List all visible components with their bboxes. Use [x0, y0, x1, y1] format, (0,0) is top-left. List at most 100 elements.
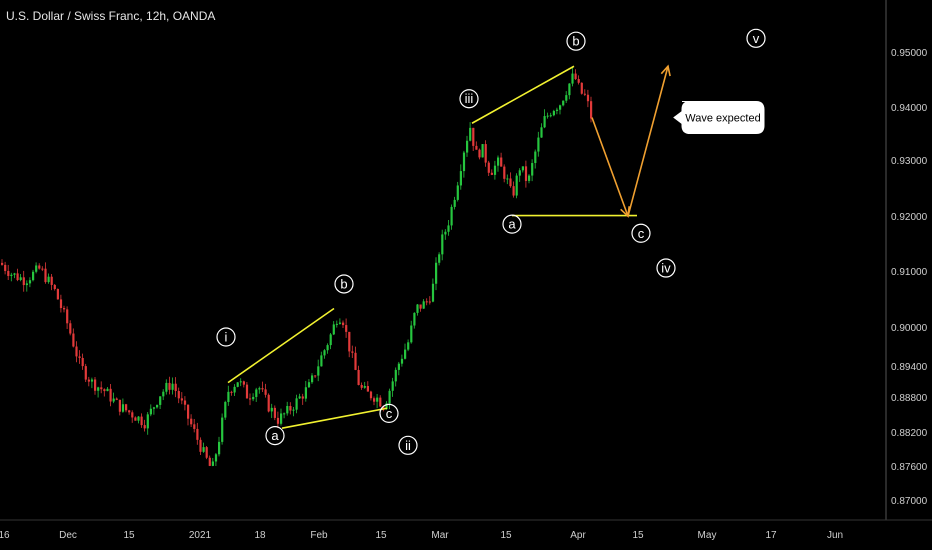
candle-body: [385, 403, 388, 410]
wave-label-text: b: [572, 34, 579, 49]
candle-body: [388, 390, 391, 404]
candle-body: [292, 409, 295, 411]
candle-body: [472, 127, 475, 146]
candle-body: [456, 185, 459, 200]
candle-body: [484, 144, 487, 163]
candle-body: [16, 273, 19, 281]
candle-body: [50, 276, 53, 285]
candle-body: [286, 405, 289, 414]
candle-body: [400, 358, 404, 364]
wave-label-circle: [566, 31, 586, 51]
time-axis[interactable]: 16 Dec 15 2021 18 Feb 15 Mar 15 Apr 15 May 17 Jun: [0, 530, 843, 541]
time-tick-label: 16: [0, 530, 10, 541]
candle-body: [416, 304, 419, 313]
candle-body: [174, 383, 177, 392]
candle-body: [177, 391, 180, 399]
wave-label-text: b: [340, 276, 347, 291]
candle-body: [140, 416, 143, 426]
candle-body: [574, 73, 577, 80]
candle-body: [363, 386, 366, 388]
candle-body: [335, 323, 338, 325]
candle-body: [518, 170, 521, 176]
candle-body: [32, 271, 35, 281]
candle-body: [444, 231, 447, 235]
candle-body: [590, 101, 593, 119]
candle-body: [187, 404, 190, 419]
wave-label-text: iii: [465, 91, 474, 106]
candle-body: [143, 425, 146, 429]
wave-label-text: v: [753, 31, 760, 46]
candle-body: [196, 428, 199, 440]
candle-body: [224, 401, 227, 418]
candle-body: [435, 262, 438, 284]
candle-body: [521, 166, 524, 171]
candle-body: [121, 404, 125, 412]
candle-body: [441, 234, 444, 255]
candle-body: [537, 137, 540, 152]
candle-body: [571, 73, 574, 84]
time-tick-label: Feb: [310, 530, 328, 541]
wave-label-text: c: [386, 406, 393, 421]
candle-body: [152, 407, 156, 409]
price-tick-label: 0.93000: [891, 156, 928, 167]
candle-body: [193, 424, 196, 429]
candle-body: [360, 384, 363, 388]
candle-body: [267, 394, 270, 412]
wave-label-circle: [631, 223, 651, 243]
candle-body: [258, 388, 261, 390]
candle-body: [162, 391, 165, 397]
candle-body: [497, 157, 500, 166]
wave-label-text: a: [271, 428, 279, 443]
wave-label-circle: [502, 214, 522, 234]
candle-body: [261, 388, 264, 390]
wave-label-text: c: [638, 226, 645, 241]
candle-body: [211, 461, 214, 466]
candle-body: [555, 109, 559, 111]
candle-body: [103, 389, 106, 392]
candle-body: [72, 333, 75, 347]
time-tick-label: 15: [123, 530, 135, 541]
candle-body: [236, 382, 239, 387]
candle-body: [466, 140, 469, 153]
candle-body: [47, 276, 50, 283]
candle-body: [512, 186, 515, 196]
candle-body: [298, 396, 301, 399]
candle-body: [524, 166, 528, 181]
time-tick-label: 2021: [189, 530, 212, 541]
candle-body: [56, 289, 59, 300]
candle-body: [78, 356, 81, 358]
chart-title: U.S. Dollar / Swiss Franc, 12h, OANDA: [6, 9, 215, 23]
price-tick-label: 0.95000: [891, 48, 928, 59]
candle-body: [227, 391, 230, 402]
candle-body: [245, 384, 249, 399]
candle-body: [475, 145, 478, 150]
candle-body: [345, 325, 348, 332]
time-tick-label: Jun: [827, 530, 843, 541]
price-tick-label: 0.87000: [891, 496, 928, 507]
candle-body: [199, 439, 202, 452]
candle-body: [84, 366, 87, 380]
candle-body: [214, 454, 218, 462]
candle-body: [249, 398, 252, 400]
price-axis[interactable]: 0.95000 0.94000 0.93000 0.92000 0.91000 0.900…: [891, 48, 928, 507]
candle-body: [10, 274, 13, 276]
candle-body: [425, 301, 428, 303]
candle-body: [180, 398, 183, 401]
candle-body: [394, 369, 397, 382]
candle-body: [422, 301, 425, 309]
candle-body: [183, 400, 187, 405]
time-tick-label: Dec: [59, 530, 77, 541]
candle-body: [503, 166, 506, 179]
wave-trendline: [471, 65, 575, 124]
candle-body: [450, 206, 453, 226]
candle-body: [125, 404, 128, 411]
wave-label-circle: [216, 327, 236, 347]
candle-body: [276, 417, 280, 424]
wave-lines: [227, 64, 671, 429]
price-tick-label: 0.91000: [891, 267, 928, 278]
candle-body: [59, 299, 63, 309]
candle-body: [320, 355, 323, 367]
candle-body: [146, 414, 149, 429]
